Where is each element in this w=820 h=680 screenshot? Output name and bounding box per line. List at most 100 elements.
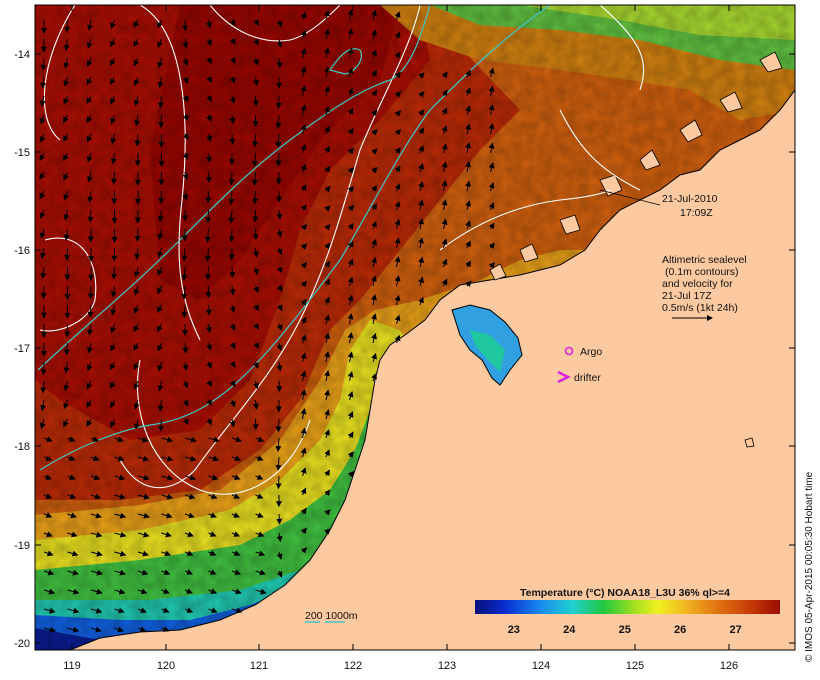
velocity-arrow: [300, 66, 307, 78]
velocity-arrow: [204, 228, 211, 243]
velocity-arrow: [347, 87, 354, 97]
velocity-arrow: [43, 607, 56, 614]
velocity-arrow: [161, 512, 173, 519]
velocity-arrow: [253, 38, 259, 46]
velocity-arrow: [63, 209, 70, 221]
velocity-arrow: [184, 550, 194, 556]
velocity-arrow: [161, 569, 171, 576]
velocity-arrow: [276, 513, 283, 525]
velocity-arrow: [161, 436, 174, 443]
velocity-arrow: [114, 436, 124, 443]
velocity-arrow: [86, 133, 93, 143]
velocity-arrow: [184, 455, 197, 462]
velocity-arrow: [206, 323, 212, 334]
velocity-arrow: [67, 588, 80, 595]
velocity-arrow: [39, 171, 46, 180]
time-pointer: [599, 189, 661, 206]
velocity-arrow: [67, 436, 76, 442]
velocity-arrow: [300, 11, 307, 21]
velocity-arrow: [86, 361, 93, 372]
velocity-arrow: [347, 186, 355, 193]
velocity-arrow: [229, 76, 236, 84]
velocity-arrow: [418, 276, 424, 287]
x-tick-label: 125: [626, 660, 644, 672]
velocity-arrow: [324, 66, 330, 78]
velocity-arrow: [371, 29, 377, 40]
colorbar-tick-label: 27: [730, 624, 742, 636]
velocity-arrow: [137, 569, 149, 576]
velocity-arrow: [253, 399, 259, 410]
velocity-arrow: [110, 171, 117, 185]
velocity-arrow: [418, 72, 425, 79]
velocity-arrow: [441, 199, 448, 211]
velocity-arrow: [229, 95, 236, 104]
velocity-arrow: [300, 104, 307, 116]
velocity-arrow: [324, 28, 330, 40]
velocity-arrow: [86, 380, 93, 390]
velocity-arrow: [488, 262, 496, 269]
velocity-arrow: [324, 242, 331, 250]
velocity-arrow: [465, 87, 471, 97]
velocity-arrow: [255, 436, 265, 442]
velocity-arrow: [441, 258, 448, 268]
velocity-arrow: [441, 218, 448, 230]
sealevel-line-3: and velocity for: [662, 278, 733, 290]
velocity-arrow: [324, 314, 330, 325]
velocity-arrow: [184, 474, 197, 481]
velocity-arrow: [347, 313, 354, 325]
velocity-arrow: [43, 455, 53, 461]
velocity-arrow: [181, 266, 188, 281]
velocity-arrow: [441, 143, 448, 154]
velocity-arrow: [137, 531, 150, 538]
velocity-arrow: [90, 493, 102, 500]
velocity-arrow: [87, 190, 94, 203]
velocity-arrow: [371, 372, 377, 382]
velocity-arrow: [300, 123, 307, 135]
velocity-arrow: [161, 626, 170, 632]
velocity-arrow: [371, 129, 378, 136]
velocity-arrow: [465, 200, 471, 211]
velocity-arrow: [181, 247, 188, 262]
velocity-arrow: [255, 550, 266, 557]
velocity-arrow: [86, 399, 93, 408]
velocity-arrow: [255, 588, 267, 595]
velocity-arrow: [204, 247, 211, 262]
velocity-arrow: [441, 71, 448, 79]
velocity-arrow: [184, 531, 194, 538]
velocity-arrow: [300, 223, 308, 231]
velocity-arrow: [206, 133, 213, 143]
velocity-arrow: [114, 474, 126, 481]
velocity-arrow: [465, 240, 471, 249]
velocity-arrow: [347, 431, 354, 439]
velocity-arrow: [231, 550, 241, 556]
velocity-arrow: [300, 316, 307, 325]
velocity-arrow: [205, 171, 212, 184]
velocity-arrow: [276, 532, 283, 543]
velocity-arrow: [137, 512, 150, 519]
velocity-arrow: [394, 256, 401, 268]
velocity-arrow: [347, 127, 354, 135]
velocity-arrow: [39, 114, 46, 125]
velocity-arrow: [394, 51, 401, 59]
velocity-arrow: [275, 133, 282, 148]
sealevel-line-1: Altimetric sealevel: [662, 254, 747, 266]
velocity-arrow: [228, 209, 235, 224]
velocity-arrow: [229, 399, 236, 408]
velocity-arrow: [276, 19, 283, 28]
velocity-arrow: [488, 67, 495, 78]
colorbar: [475, 600, 780, 614]
velocity-arrow: [110, 95, 116, 105]
velocity-arrow: [394, 183, 401, 192]
velocity-arrow: [157, 57, 164, 69]
velocity-arrow: [206, 380, 212, 387]
velocity-arrow: [137, 626, 147, 632]
velocity-arrow: [488, 162, 495, 173]
velocity-arrow: [371, 275, 377, 287]
velocity-arrow: [324, 260, 331, 268]
velocity-arrow: [255, 455, 264, 461]
velocity-arrow: [231, 455, 242, 462]
velocity-arrow: [441, 107, 448, 116]
velocity-arrow: [253, 247, 259, 258]
velocity-arrow: [253, 361, 259, 370]
velocity-arrow: [110, 418, 116, 428]
